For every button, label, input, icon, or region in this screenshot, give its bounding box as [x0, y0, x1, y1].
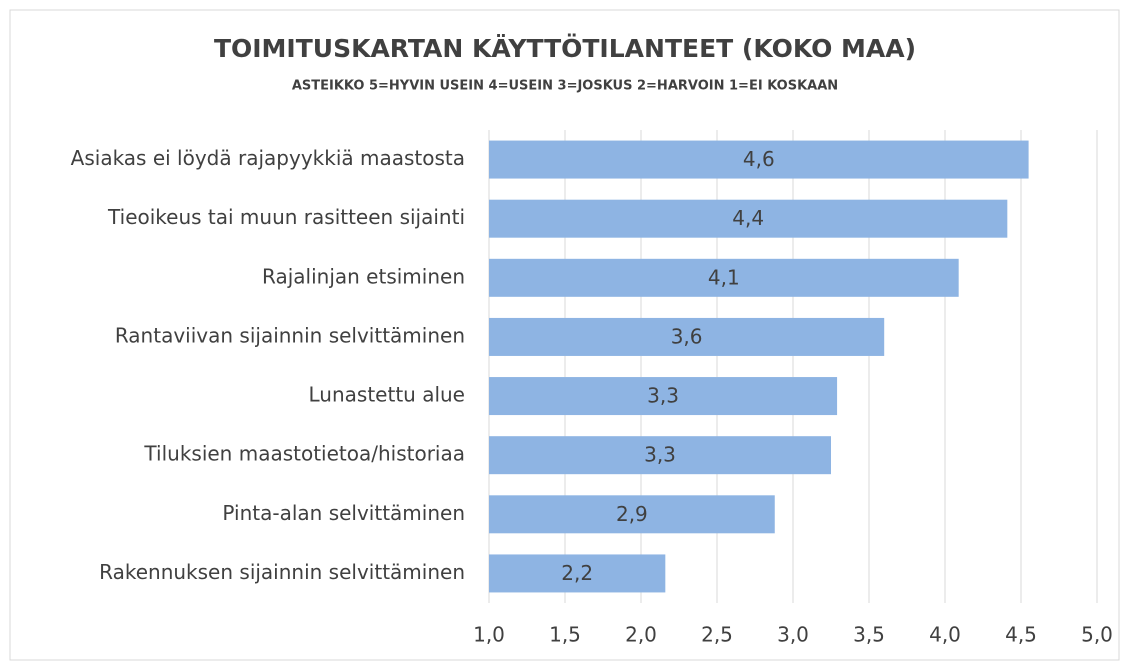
data-label: 4,4: [732, 206, 764, 230]
bar: [489, 436, 831, 475]
y-tick-label: Rajalinjan etsiminen: [262, 264, 465, 288]
data-label: 4,6: [743, 147, 775, 171]
bar: [489, 258, 959, 297]
x-tick-label: 5,0: [1081, 623, 1113, 647]
x-tick-label: 4,0: [929, 623, 961, 647]
x-tick-label: 1,5: [549, 623, 581, 647]
y-tick-label: Rakennuksen sijainnin selvittäminen: [99, 560, 465, 584]
bar: [489, 554, 666, 593]
x-tick-label: 2,0: [625, 623, 657, 647]
y-tick-label: Tieoikeus tai muun rasitteen sijainti: [107, 205, 465, 229]
y-tick-label: Pinta-alan selvittäminen: [222, 501, 465, 525]
data-label: 3,3: [644, 443, 676, 467]
x-tick-label: 2,5: [701, 623, 733, 647]
chart-subtitle: ASTEIKKO 5=HYVIN USEIN 4=USEIN 3=JOSKUS …: [292, 79, 838, 94]
bar: [489, 317, 885, 356]
y-tick-label: Tiluksien maastotietoa/historiaa: [143, 442, 465, 466]
y-tick-label: Lunastettu alue: [309, 383, 465, 407]
x-tick-label: 1,0: [473, 623, 505, 647]
bar: [489, 140, 1029, 179]
x-tick-label: 3,5: [853, 623, 885, 647]
data-label: 4,1: [708, 265, 740, 289]
bar: [489, 377, 838, 416]
y-tick-label: Asiakas ei löydä rajapyykkiä maastosta: [71, 146, 465, 170]
x-tick-label: 3,0: [777, 623, 809, 647]
bar: [489, 495, 775, 534]
data-label: 3,6: [671, 324, 703, 348]
data-label: 2,9: [616, 502, 648, 526]
data-label: 3,3: [647, 384, 679, 408]
data-label: 2,2: [561, 561, 593, 585]
y-tick-label: Rantaviivan sijainnin selvittäminen: [115, 323, 465, 347]
bar: [489, 199, 1008, 238]
chart-title: TOIMITUSKARTAN KÄYTTÖTILANTEET (KOKO MAA…: [214, 33, 916, 63]
x-tick-label: 4,5: [1005, 623, 1037, 647]
